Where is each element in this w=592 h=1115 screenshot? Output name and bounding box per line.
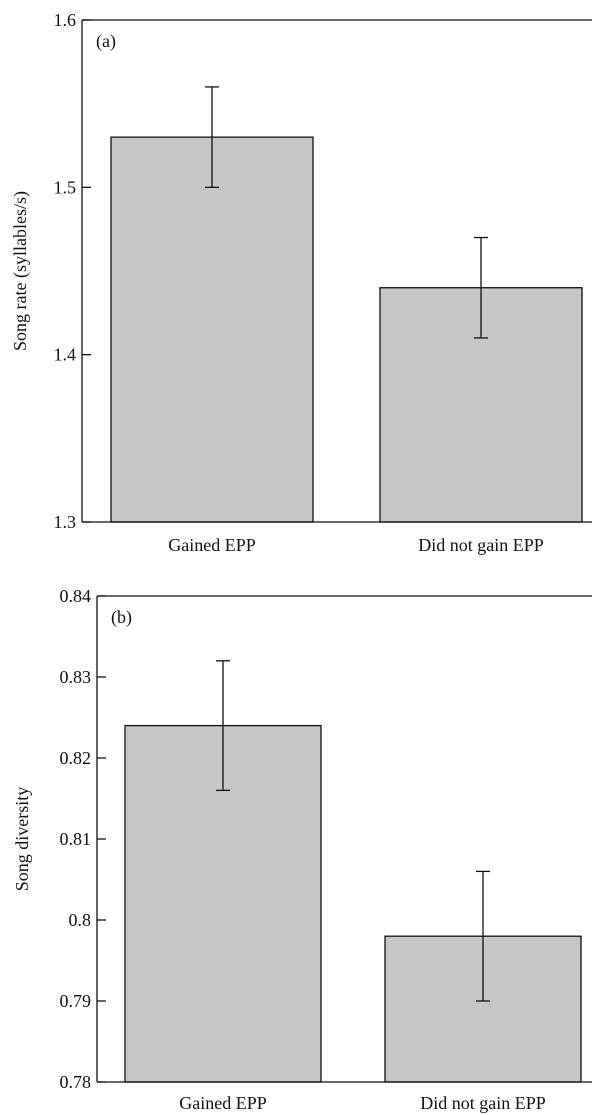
y-tick-label-2: 0.79 [60, 991, 92, 1011]
y-tick-label-6: 0.83 [60, 667, 92, 687]
y-axis-label: Song rate (syllables/s) [10, 191, 31, 351]
y-tick-label-4: 1.6 [54, 10, 77, 30]
category-label-2: Did not gain EPP [418, 535, 544, 555]
category-label-1: Gained EPP [168, 535, 256, 555]
y-axis-label: Song diversity [12, 787, 32, 892]
y-tick-label-1: 0.78 [60, 1072, 92, 1092]
error-bar-2 [474, 236, 488, 339]
y-tick-label-4: 0.81 [60, 829, 92, 849]
y-tick-label-3: 0.8 [69, 910, 92, 930]
panel-label: (b) [111, 607, 132, 628]
y-tick-label-3: 1.5 [54, 177, 77, 197]
y-tick-label-1: 1.3 [54, 512, 77, 532]
category-label-1: Gained EPP [179, 1093, 267, 1113]
chart-panel-a: Gained EPP Did not gain EPP 1.3 1.4 1.5 1.6 So… [10, 10, 592, 555]
category-label-2: Did not gain EPP [420, 1093, 546, 1113]
error-bar-1 [205, 86, 219, 188]
bar-1 [110, 136, 314, 523]
y-tick-label-2: 1.4 [54, 345, 77, 365]
y-tick-label-7: 0.84 [60, 586, 92, 606]
panel-label: (a) [96, 31, 116, 52]
y-tick-label-5: 0.82 [60, 748, 92, 768]
chart-panel-b: Gained EPP Did not gain EPP 0.78 0.79 0.8 0.8… [12, 586, 592, 1113]
error-bar-1 [216, 660, 230, 792]
error-bar-2 [476, 870, 490, 1002]
